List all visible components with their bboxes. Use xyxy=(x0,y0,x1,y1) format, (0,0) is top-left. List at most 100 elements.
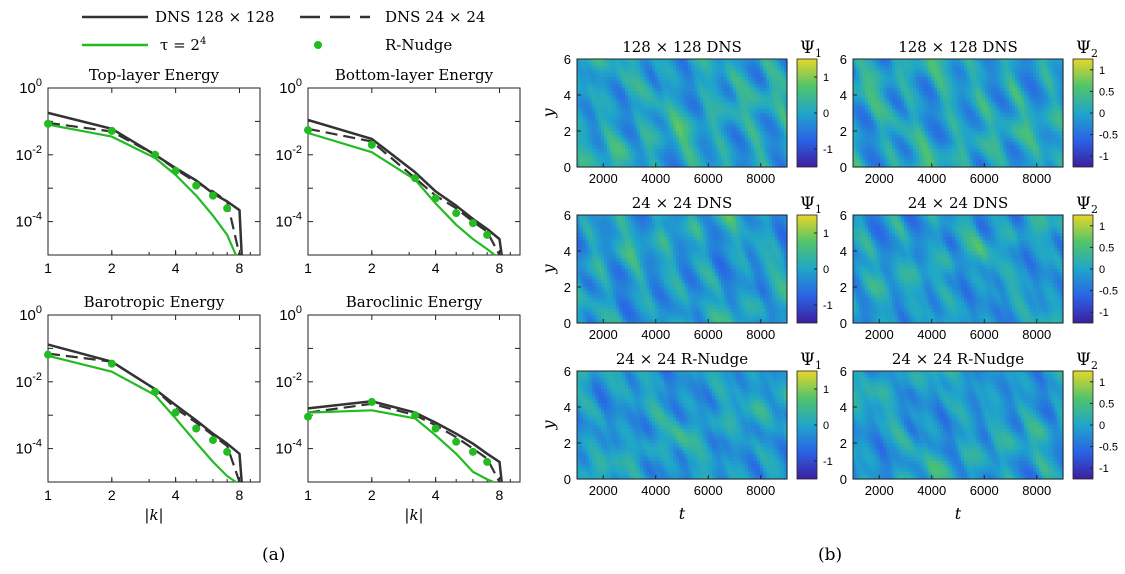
heatmap-cell xyxy=(634,95,638,100)
heatmap-cell xyxy=(985,77,989,82)
heatmap-cell xyxy=(610,77,614,82)
heatmap-cell xyxy=(874,152,878,157)
heatmap-cell xyxy=(865,163,869,168)
heatmap-cell xyxy=(916,95,920,100)
heatmap-cell xyxy=(964,156,968,161)
heatmap-cell xyxy=(616,113,620,118)
heatmap-cell xyxy=(874,141,878,146)
heatmap-cell xyxy=(706,91,710,96)
heatmap-cell xyxy=(739,87,743,92)
heatmap-cell xyxy=(625,141,629,146)
heatmap-cell xyxy=(1024,159,1028,164)
x-tick-label: 1 xyxy=(304,260,312,276)
heatmap-cell xyxy=(700,134,704,139)
heatmap-cell xyxy=(724,120,728,125)
heatmap-cell xyxy=(670,98,674,103)
heatmap-cell xyxy=(715,87,719,92)
heatmap-cell xyxy=(640,69,644,74)
heatmap-cell xyxy=(1012,127,1016,132)
heatmap-cell xyxy=(1051,87,1055,92)
heatmap-cell xyxy=(610,98,614,103)
heatmap-cell xyxy=(910,69,914,74)
heatmap-cell xyxy=(637,152,641,157)
heatmap-cell xyxy=(661,131,665,136)
heatmap-cell xyxy=(766,69,770,74)
heatmap-cell xyxy=(634,123,638,128)
heatmap-cell xyxy=(589,102,593,107)
heatmap-cell xyxy=(955,84,959,89)
heatmap-cell xyxy=(1000,113,1004,118)
heatmap-cell xyxy=(754,145,758,150)
heatmap-cell xyxy=(604,145,608,150)
heatmap-cell xyxy=(631,98,635,103)
heatmap-cell xyxy=(784,84,788,89)
heatmap-cell xyxy=(760,95,764,100)
heatmap-cell xyxy=(901,105,905,110)
heatmap-cell xyxy=(703,98,707,103)
heatmap-cell xyxy=(853,95,857,100)
heatmap-cell xyxy=(937,73,941,78)
heatmap-cell xyxy=(706,84,710,89)
heatmap-cell xyxy=(778,123,782,128)
heatmap-cell xyxy=(1024,123,1028,128)
heatmap-cell xyxy=(862,69,866,74)
heatmap-cell xyxy=(745,156,749,161)
heatmap-cell xyxy=(721,149,725,154)
heatmap-cell xyxy=(910,84,914,89)
heatmap-cell xyxy=(652,159,656,164)
heatmap-cell xyxy=(928,152,932,157)
heatmap-cell xyxy=(784,95,788,100)
heatmap-cell xyxy=(973,145,977,150)
heatmap-cell xyxy=(898,95,902,100)
heatmap-cell xyxy=(703,62,707,67)
heatmap-cell xyxy=(703,113,707,118)
heatmap-cell xyxy=(715,95,719,100)
legend-label-dns24: DNS 24 × 24 xyxy=(385,8,485,26)
heatmap-cell xyxy=(937,116,941,121)
rnudge-point xyxy=(452,209,461,218)
heatmap-cell xyxy=(766,116,770,121)
heatmap-cell xyxy=(859,131,863,136)
heatmap-cell xyxy=(1039,120,1043,125)
heatmap-cell xyxy=(1015,120,1019,125)
heatmap-cell xyxy=(913,77,917,82)
heatmap-cell xyxy=(883,152,887,157)
heatmap-cell xyxy=(592,66,596,71)
heatmap-cell xyxy=(652,73,656,78)
heatmap-cell xyxy=(580,109,584,114)
heatmap-cell xyxy=(889,66,893,71)
heatmap-cell xyxy=(892,95,896,100)
heatmap-cell xyxy=(613,149,617,154)
heatmap-cell xyxy=(979,91,983,96)
heatmap-cell xyxy=(925,159,929,164)
heatmap-cell xyxy=(613,156,617,161)
heatmap-cell xyxy=(772,102,776,107)
heatmap-cell xyxy=(619,77,623,82)
heatmap-cell xyxy=(1042,59,1046,64)
heatmap-cell xyxy=(970,73,974,78)
heatmap-cell xyxy=(658,87,662,92)
heatmap-cell xyxy=(580,152,584,157)
heatmap-cell xyxy=(733,156,737,161)
heatmap-cell xyxy=(1000,102,1004,107)
heatmap-cell xyxy=(973,77,977,82)
heatmap-cell xyxy=(961,163,965,168)
heatmap-cell xyxy=(904,69,908,74)
heatmap-cell xyxy=(700,109,704,114)
y-tick-label: 2 xyxy=(840,124,847,139)
heatmap-cell xyxy=(601,73,605,78)
heatmap-cell xyxy=(673,120,677,125)
heatmap-cell xyxy=(745,102,749,107)
heatmap-cell xyxy=(637,87,641,92)
heatmap-cell xyxy=(1027,62,1031,67)
heatmap-cell xyxy=(721,109,725,114)
heatmap-cell xyxy=(988,87,992,92)
heatmap-cell xyxy=(664,77,668,82)
heatmap-cell xyxy=(925,62,929,67)
heatmap-cell xyxy=(1048,113,1052,118)
heatmap-cell xyxy=(610,131,614,136)
heatmap-cell xyxy=(712,59,716,64)
heatmap-cell xyxy=(988,77,992,82)
heatmap-cell xyxy=(1012,163,1016,168)
